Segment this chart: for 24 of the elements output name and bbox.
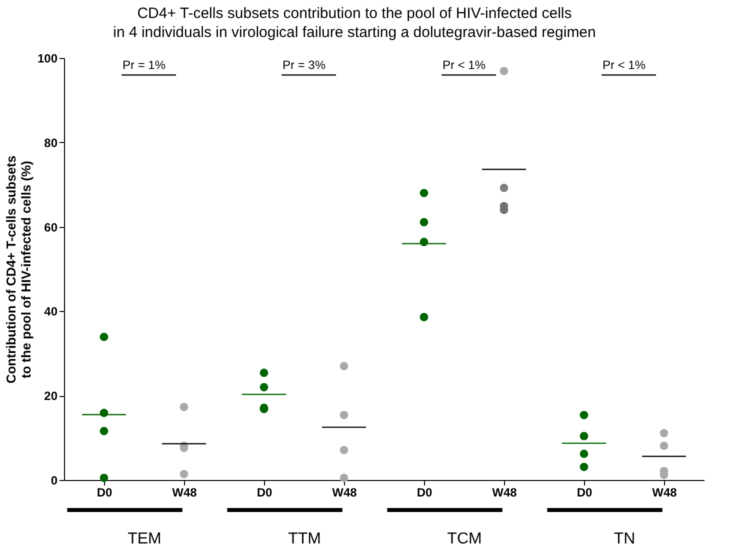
y-tick-label: 40 bbox=[44, 304, 58, 319]
annotation: Pr = 3% bbox=[282, 58, 326, 72]
x-tick-label: W48 bbox=[492, 486, 518, 500]
text: CD4+ T-cells subsets contribution to the pool of HIV-infected cells in 4 individuals in virological failure starting a dolutegravir-based regimen bbox=[113, 5, 596, 41]
x-axis-title: TTM bbox=[288, 530, 321, 548]
x-axis-title: TN bbox=[614, 530, 636, 548]
x-tick-label: W48 bbox=[652, 486, 678, 500]
x-tick-label: D0 bbox=[576, 486, 592, 500]
y-tick-label: 100 bbox=[37, 52, 58, 66]
x-axis-title: TEM bbox=[128, 530, 162, 548]
x-tick-label: D0 bbox=[256, 486, 272, 500]
y-tick-label: 0 bbox=[50, 474, 58, 488]
x-tick-label: D0 bbox=[96, 486, 112, 500]
y-tick-label: 20 bbox=[44, 389, 58, 404]
y-tick-label: 80 bbox=[44, 136, 58, 150]
y-tick-label: 60 bbox=[44, 220, 58, 234]
x-tick-label: W48 bbox=[172, 486, 198, 500]
annotation: Pr = 1% bbox=[122, 58, 166, 72]
x-tick-label: D0 bbox=[416, 486, 432, 500]
annotation: Pr < 1% bbox=[602, 58, 646, 72]
y-axis-title: Contribution of CD4+ T-cells subsets to the pool of HIV-infected cells (%) bbox=[3, 156, 34, 384]
x-tick-label: W48 bbox=[332, 486, 358, 500]
annotation: Pr < 1% bbox=[442, 58, 486, 72]
x-axis-title: TCM bbox=[447, 530, 482, 548]
